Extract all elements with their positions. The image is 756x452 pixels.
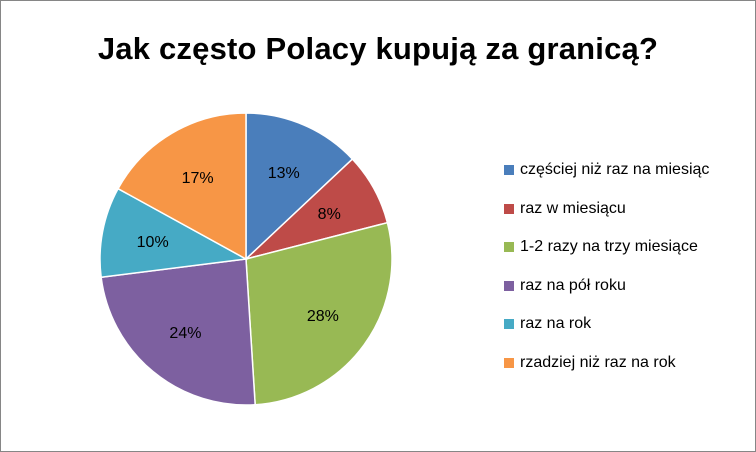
legend-item: częściej niż raz na miesiąc	[504, 151, 749, 190]
legend-label: raz w miesiącu	[520, 199, 626, 217]
slice-data-label: 24%	[169, 325, 201, 342]
legend-item: raz na pół roku	[504, 267, 749, 306]
legend-swatch	[504, 242, 514, 253]
legend-label: częściej niż raz na miesiąc	[520, 161, 710, 179]
pie-slice-6	[117, 112, 247, 261]
slice-data-label: 8%	[318, 206, 341, 223]
legend-item: raz w miesiącu	[504, 190, 749, 229]
legend-item: 1-2 razy na trzy miesiące	[504, 228, 749, 267]
legend-swatch	[504, 203, 514, 214]
legend: częściej niż raz na miesiąc raz w miesiąc…	[504, 151, 749, 382]
legend-swatch	[504, 357, 514, 368]
slice-data-label: 13%	[268, 165, 300, 182]
legend-label: raz na pół roku	[520, 276, 626, 294]
slice-data-label: 28%	[307, 308, 339, 325]
legend-swatch	[504, 280, 514, 291]
pie-slice-5	[99, 187, 249, 279]
pie-slice-1	[245, 112, 354, 261]
legend-swatch	[504, 319, 514, 330]
slice-data-label: 17%	[182, 170, 214, 187]
legend-label: rzadziej niż raz na rok	[520, 353, 676, 371]
legend-swatch	[504, 165, 514, 176]
legend-label: raz na rok	[520, 315, 592, 333]
legend-label: 1-2 razy na trzy miesiące	[520, 238, 698, 256]
pie-slice-3	[245, 221, 393, 406]
legend-item: raz na rok	[504, 305, 749, 344]
legend-item: rzadziej niż raz na rok	[504, 344, 749, 383]
pie-slice-4	[100, 258, 256, 406]
chart-title: Jak często Polacy kupują za granicą?	[97, 31, 659, 66]
slice-data-label: 10%	[137, 234, 169, 251]
